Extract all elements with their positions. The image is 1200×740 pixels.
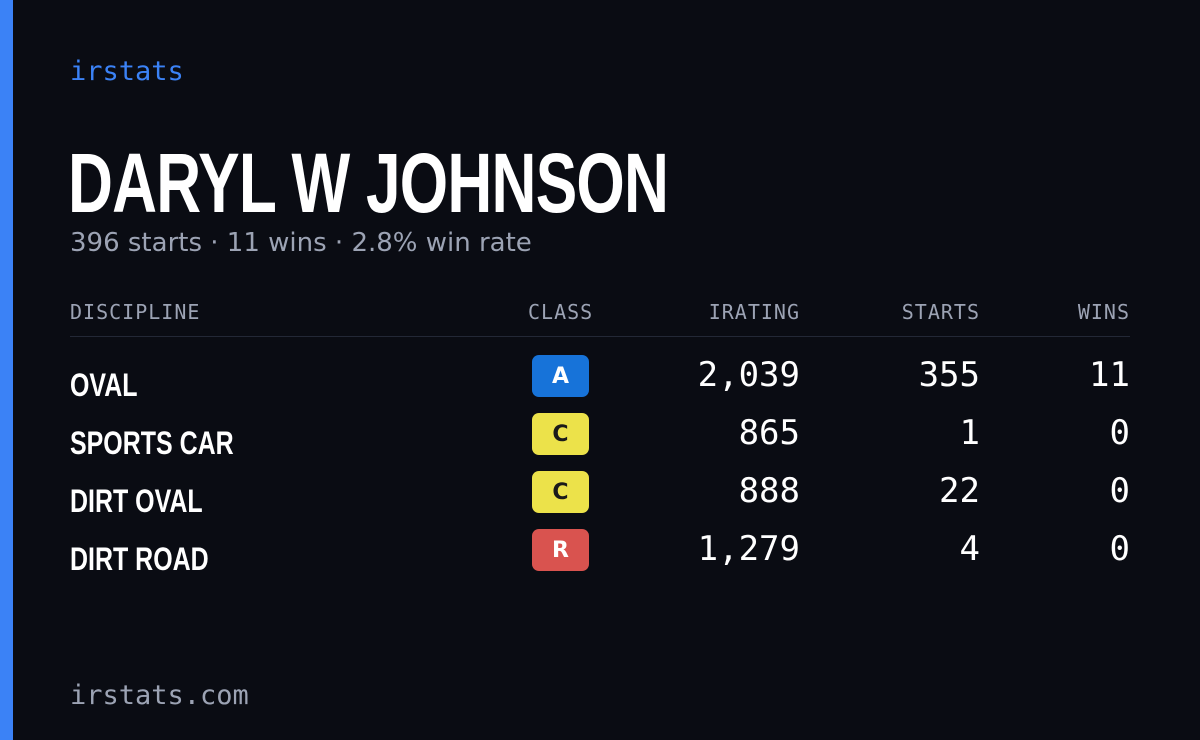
starts-value: 4 — [959, 529, 980, 569]
starts-value: 355 — [918, 355, 980, 395]
header-starts: STARTS — [901, 300, 980, 324]
wins-value: 0 — [1109, 471, 1130, 511]
irating-value: 865 — [738, 413, 800, 453]
wins-value: 11 — [1089, 355, 1130, 395]
irating-value: 1,279 — [697, 529, 800, 569]
class-badge: R — [532, 529, 589, 571]
stats-table: DISCIPLINE CLASS IRATING STARTS WINS OVA… — [70, 296, 1130, 583]
header-discipline: DISCIPLINE — [70, 300, 201, 324]
starts-value: 1 — [959, 413, 980, 453]
table-header: DISCIPLINE CLASS IRATING STARTS WINS — [70, 296, 1130, 337]
starts-value: 22 — [939, 471, 980, 511]
table-row: OVAL A 2,039 355 11 — [70, 351, 1130, 409]
discipline-name: DIRT ROAD — [70, 541, 209, 577]
header-wins: WINS — [1077, 300, 1130, 324]
header-class: CLASS — [528, 300, 594, 324]
table-body: OVAL A 2,039 355 11 SPORTS CAR C 865 1 0… — [70, 337, 1130, 583]
table-row: SPORTS CAR C 865 1 0 — [70, 409, 1130, 467]
discipline-name: DIRT OVAL — [70, 483, 203, 519]
header-irating: IRATING — [708, 300, 800, 324]
footer-site-url: irstats.com — [70, 680, 249, 711]
class-badge: C — [532, 413, 589, 455]
wins-value: 0 — [1109, 529, 1130, 569]
irating-value: 888 — [738, 471, 800, 511]
table-row: DIRT OVAL C 888 22 0 — [70, 467, 1130, 525]
class-badge: A — [532, 355, 589, 397]
table-row: DIRT ROAD R 1,279 4 0 — [70, 525, 1130, 583]
discipline-name: SPORTS CAR — [70, 425, 234, 461]
driver-name: DARYL W JOHNSON — [68, 136, 669, 230]
driver-summary: 396 starts · 11 wins · 2.8% win rate — [70, 228, 532, 258]
wins-value: 0 — [1109, 413, 1130, 453]
irating-value: 2,039 — [697, 355, 800, 395]
accent-bar — [0, 0, 13, 740]
brand-logo-text: irstats — [70, 56, 184, 87]
class-badge: C — [532, 471, 589, 513]
discipline-name: OVAL — [70, 367, 138, 403]
